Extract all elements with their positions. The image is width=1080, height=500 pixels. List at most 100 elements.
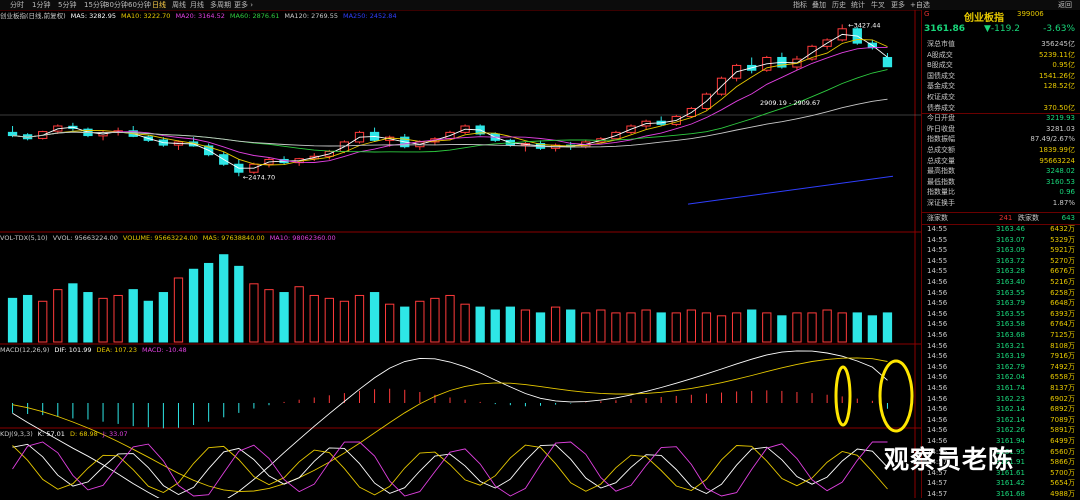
tick-row: 14:56 3162.14 6892万 [922,404,1080,415]
period-tab-9[interactable]: 多周期 [210,1,231,9]
period-tab-2[interactable]: 5分钟 [58,1,77,9]
tick-volume: 5654万 [1050,479,1075,488]
volume-bar [581,312,591,343]
volume-bar [716,315,727,343]
tick-time: 14:56 [927,309,948,318]
tick-price: 3163.07 [996,235,1025,244]
tick-time: 14:56 [927,415,948,424]
field-label: 昨日收盘 [927,124,955,133]
ma-line [12,39,888,166]
period-tab-4[interactable]: 30分钟 [105,1,128,9]
indicator-value: MA5: 97638840.00 [202,234,265,242]
index-code: 399006 [1017,10,1044,18]
quote-field: 权证成交 [922,92,1080,103]
volume-bar [731,312,742,343]
tick-time: 14:56 [927,384,948,392]
kdj-line [12,444,888,496]
down-count-label: 跌家数 [1018,214,1039,222]
tick-price: 3161.91 [996,458,1025,467]
period-tab-7[interactable]: 周线 [172,1,186,9]
volume-bar [837,312,847,343]
quote-field: 指数振幅 87.49/2.67% [922,134,1080,145]
volume-bar [747,309,757,343]
tick-time: 14:57 [927,490,948,498]
toolbar-3[interactable]: 统计 [851,1,865,9]
tick-row: 14:56 3163.40 5216万 [922,277,1080,288]
tick-volume: 5270万 [1050,256,1075,265]
field-value: 3219.93 [1046,114,1075,123]
field-label: 指数振幅 [927,135,955,144]
indicator-value: MA10: 3222.70 [120,12,171,20]
toolbar-7[interactable]: 返回 [1058,1,1072,9]
tick-time: 14:55 [927,235,948,244]
field-label: 最高指数 [927,167,955,176]
volume-bar [475,306,485,343]
volume-bar [128,289,138,343]
volume-bar [53,289,63,343]
quote-field: B股成交 0.95亿 [922,60,1080,71]
tick-volume: 6764万 [1050,320,1075,329]
tick-volume: 6393万 [1050,309,1075,318]
period-tab-10[interactable]: 更多 › [234,1,254,9]
toolbar-2[interactable]: 历史 [832,1,846,9]
indicator-value: DEA: 107.23 [96,346,137,354]
period-tab-8[interactable]: 月线 [190,1,204,9]
indicator-value: MA60: 2876.61 [229,12,280,20]
volume-bar [385,303,395,343]
period-tab-1[interactable]: 1分钟 [32,1,51,9]
field-label: 深证换手 [927,199,955,207]
quote-field: 最低指数 3160.53 [922,177,1080,188]
field-value: 0.96 [1059,188,1075,197]
tick-price: 3161.74 [996,384,1025,392]
toolbar-1[interactable]: 叠加 [812,1,826,9]
volume-bar [550,306,561,343]
tick-volume: 4988万 [1050,490,1075,498]
tick-volume: 7125万 [1050,331,1075,339]
tick-time: 14:57 [927,468,948,477]
field-label: 基金成交 [927,82,955,91]
volume-bar [566,309,576,343]
tick-volume: 6902万 [1050,394,1075,403]
volume-bar [324,297,334,343]
range-annotation: 2909.19 - 2909.67 [760,99,820,107]
volume-bar [777,315,787,343]
volume-bar [701,312,712,343]
volume-bar [203,262,214,343]
volume-bar [294,286,304,343]
kdj-line [12,443,888,496]
tick-row: 14:56 3162.26 5891万 [922,425,1080,436]
period-tab-6[interactable]: 日线 [152,1,166,9]
tick-price: 3161.94 [996,437,1025,445]
field-label: 国债成交 [927,71,955,80]
period-tab-5[interactable]: 60分钟 [128,1,151,9]
macd-panel-header: MACD(12,26,9) DIF: 101.99 DEA: 107.23 MACD:… [0,345,192,355]
period-tab-3[interactable]: 15分钟 [84,1,107,9]
toolbar-0[interactable]: 指标 [793,1,807,9]
field-label: A股成交 [927,50,953,59]
code-tag: G [924,10,930,18]
toolbar-5[interactable]: 更多 [891,1,905,9]
tick-time: 14:56 [927,299,948,308]
tick-time: 14:56 [927,331,948,339]
tick-price: 3163.55 [996,309,1025,318]
volume-bar [158,292,169,343]
tick-time: 14:56 [927,362,948,371]
tick-volume: 7492万 [1050,362,1075,371]
tick-time: 14:55 [927,246,948,255]
toolbar-6[interactable]: +自选 [910,1,930,9]
vol-panel-header: VOL-TDX(5,10) VVOL: 95663224.00 VOLUME: 95… [0,233,341,243]
indicator-value: J: 33.07 [102,430,128,438]
volume-bar [249,283,259,343]
period-tab-0[interactable]: 分时 [10,1,24,9]
kline-chart[interactable]: 3300320031003000290028002700260025002400… [0,10,921,498]
tick-price: 3163.72 [996,256,1025,265]
tick-volume: 6432万 [1050,225,1075,233]
quote-panel: G 创业板指 399006 3161.86 ▼-119.2 -3.63% 深总市… [921,10,1080,498]
ma-line [12,46,888,163]
watermark: 观察员老陈 [884,445,1015,474]
tick-volume: 6499万 [1050,437,1075,445]
tick-row: 14:56 3163.55 6393万 [922,309,1080,320]
tick-price: 3162.14 [996,405,1025,414]
toolbar-4[interactable]: 牛叉 [871,1,885,9]
field-value: 87.49/2.67% [1030,135,1075,144]
